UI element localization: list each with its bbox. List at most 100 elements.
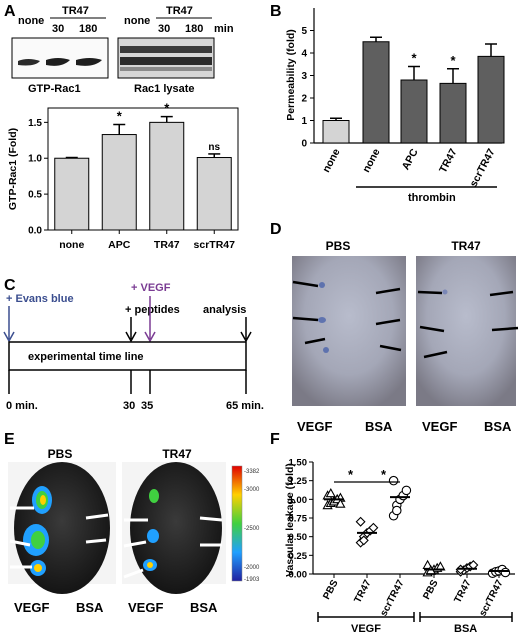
blot2-band-bottom [120, 57, 212, 65]
blot2-header-tr47: TR47 [166, 5, 193, 17]
chart-b-ytick-label: 3 [301, 71, 307, 82]
chart-a-significance: * [164, 101, 170, 116]
chart-f-vegf-label: VEGF [351, 623, 381, 635]
chart-a-bar [54, 157, 90, 231]
chart-a-significance: * [117, 109, 123, 124]
timeline-box [8, 341, 247, 371]
chart-b-ytick-label: 5 [301, 26, 307, 37]
chart-a-ytick-label: 1.0 [28, 154, 42, 165]
chart-f-bsa-label: BSA [454, 623, 477, 635]
arrow-peptides-head [125, 331, 137, 343]
chart-a-ytick-label: 0.5 [28, 190, 42, 201]
chart-f-ytick-label: 0.75 [289, 514, 308, 525]
photo-e-pbs-title: PBS [48, 447, 73, 461]
event-vegf: + VEGF [131, 282, 171, 294]
photo-d-tr47-title: TR47 [451, 239, 481, 253]
chart-f-point [368, 522, 379, 533]
blot2-band-top [120, 46, 212, 53]
blot2-band-light [120, 67, 212, 71]
chart-f-ylabel: Vascular leakage (fold) [284, 463, 296, 577]
colorbar-tick-label: -1903 [244, 577, 260, 583]
chart-a-xtick-label: TR47 [154, 239, 180, 251]
colorbar-tick-label: -2000 [244, 565, 260, 571]
panel-c-letter: C [4, 277, 16, 294]
chart-f-point [388, 475, 399, 486]
chart-f-xtick-label: PBS [321, 578, 341, 602]
chart-b-ytick-label: 2 [301, 94, 307, 105]
chart-f-xtick-label: scrTR47 [477, 578, 505, 618]
photo-e-tr47-title: TR47 [162, 447, 192, 461]
blot2-header-30: 30 [158, 23, 170, 35]
blot1-header-180: 180 [79, 23, 97, 35]
chart-f-point [500, 567, 511, 578]
panel-d-letter: D [270, 221, 282, 238]
chart-f-significance: * [348, 467, 354, 482]
chart-b: 0 1 2 3 4 5 none none APC * TR47 * scrTR47 [301, 8, 505, 189]
chart-b-xtick-label: none [360, 147, 382, 175]
chart-f-point [392, 505, 402, 516]
chart-a-xtick-label: none [59, 239, 84, 251]
tick-label-65: 65 min. [226, 400, 264, 412]
blot1-band-3 [76, 58, 102, 66]
event-peptides: + peptides [125, 304, 180, 316]
chart-f-ytick-label: 1.25 [289, 476, 308, 487]
chart-b-xtick-label: none [320, 147, 342, 175]
chart-b-bar [400, 79, 428, 144]
chart-f-xtick-label: scrTR47 [378, 578, 406, 618]
panel-b-letter: B [270, 3, 282, 20]
photo-d-pbs-spot-3 [323, 347, 329, 353]
tick-label-0: 0 min. [6, 400, 38, 412]
arrow-vegf-head [144, 331, 156, 343]
chart-b-thrombin-label: thrombin [408, 192, 456, 204]
chart-a-ytick-label: 1.5 [28, 118, 42, 129]
chart-f-point [325, 488, 336, 498]
photo-d-pbs-title: PBS [326, 239, 351, 253]
panel-a-letter: A [4, 3, 16, 20]
chart-a: 0.0 0.5 1.0 1.5 none APC * TR47 * scrTR47 ns [28, 101, 235, 251]
chart-b-ytick-label: 0 [301, 139, 307, 150]
blot1-band-2 [46, 58, 70, 66]
chart-f-ytick-label: 1.00 [289, 495, 308, 506]
tick-label-30: 30 [123, 400, 135, 412]
event-analysis: analysis [203, 304, 246, 316]
chart-f-ytick-label: 1.50 [289, 458, 308, 469]
photo-e-bsa-1: BSA [76, 600, 104, 615]
photo-d-pbs-spot-1 [319, 282, 325, 288]
chart-a-xtick-label: scrTR47 [194, 239, 236, 251]
chart-f-ytick-label: 0.25 [289, 551, 308, 562]
chart-f-xtick-label: PBS [421, 578, 441, 602]
photo-e-vegf-2: VEGF [128, 600, 163, 615]
photo-e-tr47-body [130, 462, 222, 594]
chart-f-point [401, 485, 412, 496]
photo-d-tr47 [416, 256, 516, 406]
chart-f-ytick-label: 0.50 [289, 532, 308, 543]
chart-f-xtick-label: TR47 [352, 578, 373, 605]
photo-d-pbs-spot-2 [318, 317, 326, 323]
arrow-evans-head [3, 331, 15, 343]
tick-label-35: 35 [141, 400, 153, 412]
colorbar-tick-label: -3382 [244, 469, 260, 475]
timeline-label: experimental time line [28, 351, 144, 363]
chart-f-point [355, 516, 366, 527]
photo-e-bsa-2: BSA [190, 600, 218, 615]
photo-d-vegf-1: VEGF [297, 419, 332, 434]
colorbar [231, 465, 243, 582]
photo-e-tr47-signal [143, 489, 159, 571]
chart-f-point [422, 559, 433, 569]
colorbar-tick-label: -3000 [244, 487, 260, 493]
blot-gtp-rac1 [11, 37, 109, 79]
chart-a-significance: ns [208, 142, 220, 153]
blot1-header-none: none [18, 15, 44, 27]
blot2-caption: Rac1 lysate [134, 83, 195, 95]
photo-d-arrows [292, 280, 519, 359]
blot1-header-tr47: TR47 [62, 5, 89, 17]
blot2-header-min: min [214, 23, 234, 35]
photo-d-bsa-1: BSA [365, 419, 393, 434]
chart-f-point [358, 535, 369, 546]
chart-b-ytick-label: 4 [301, 49, 307, 60]
chart-b-ylabel: Permeability (fold) [285, 29, 297, 121]
chart-b-bar [477, 55, 505, 144]
chart-b-significance: * [411, 51, 417, 66]
chart-b-ytick-label: 1 [301, 116, 307, 127]
